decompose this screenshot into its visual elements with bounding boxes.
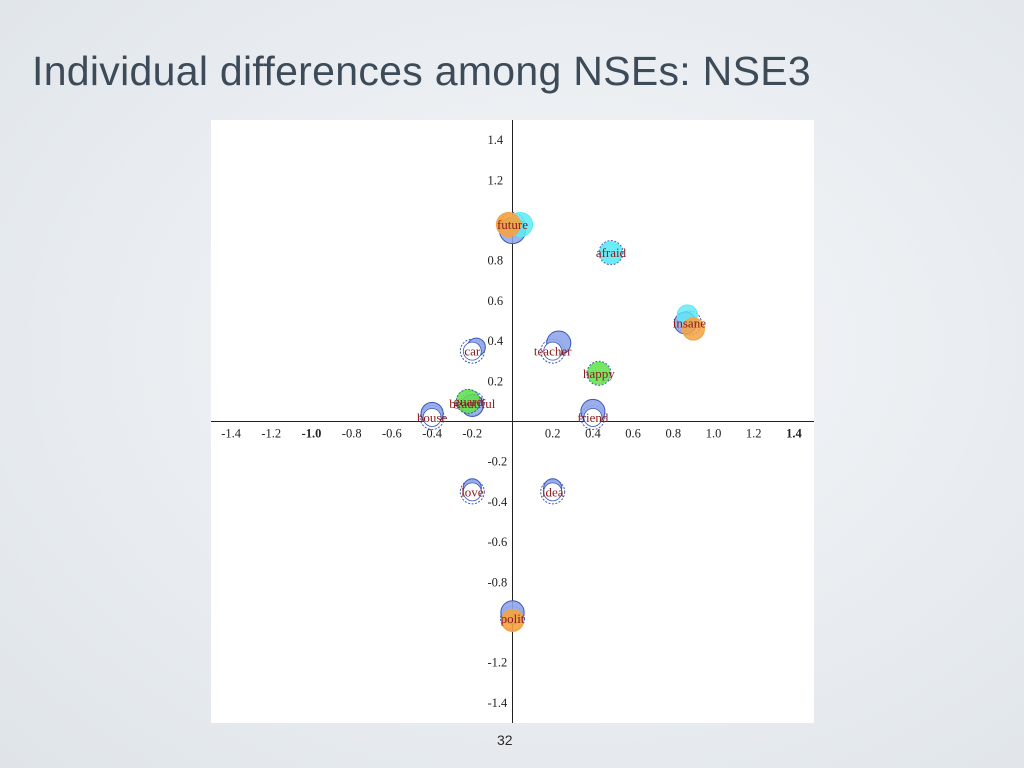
data-point-idea: idea: [540, 478, 566, 505]
word-label: love: [461, 484, 484, 499]
word-label: house: [417, 410, 448, 425]
x-tick-label: 1.0: [706, 427, 722, 441]
slide-title: Individual differences among NSEs: NSE3: [32, 48, 811, 94]
word-label: beautiful: [449, 396, 496, 411]
x-tick-label: 0.4: [585, 427, 601, 441]
data-point-afraid: afraid: [596, 240, 627, 266]
tick-labels: -1.4 -1.2 -1.0 -0.8 -0.6 -0.4 -0.2 0.2 0.4 0.6 0.8…: [221, 133, 802, 710]
x-tick-label: 0.8: [665, 427, 681, 441]
scatter-plot-panel: future afraid insane car teacher happy beautif…: [211, 120, 814, 723]
chart-marks: future afraid insane car teacher happy beautif…: [417, 211, 706, 633]
y-tick-label: -1.2: [488, 656, 508, 670]
point-outline: [455, 388, 481, 414]
y-tick-label: 0.4: [488, 334, 504, 348]
cyan-blob: [599, 241, 623, 265]
x-tick-label: -0.6: [382, 427, 402, 441]
y-tick-label: 1.4: [488, 133, 504, 147]
data-point-friend: friend: [577, 398, 609, 430]
data-point-happy: happy: [583, 360, 615, 386]
word-label: guard: [453, 394, 483, 409]
axes: [211, 120, 814, 723]
y-tick-label: 0.2: [488, 374, 504, 388]
data-point-insane: insane: [673, 304, 706, 341]
word-label: insane: [673, 316, 706, 331]
scatter-plot: future afraid insane car teacher happy beautif…: [211, 120, 814, 723]
x-tick-label: -0.2: [462, 427, 482, 441]
word-label: car: [464, 344, 481, 359]
word-label: teacher: [534, 344, 572, 359]
x-tick-label: -0.4: [422, 427, 443, 441]
x-tick-label: -1.0: [302, 427, 322, 441]
point-outline: [586, 360, 612, 386]
data-point-house: house: [417, 401, 448, 430]
point-core: [462, 341, 482, 361]
page-number: 32: [497, 732, 513, 748]
x-tick-label: -0.8: [342, 427, 362, 441]
point-core: [543, 341, 563, 361]
data-point-polite: polit: [500, 600, 525, 633]
point-core: [543, 482, 563, 502]
data-point-teacher: teacher: [534, 330, 572, 364]
data-point-car: car: [459, 337, 486, 364]
y-tick-label: -0.8: [488, 575, 508, 589]
y-tick-label: 0.8: [488, 254, 504, 268]
word-label: afraid: [596, 245, 627, 260]
y-tick-label: -0.2: [488, 455, 508, 469]
y-tick-label: -0.6: [488, 535, 508, 549]
x-tick-label: 1.4: [786, 427, 802, 441]
word-label: idea: [542, 484, 564, 499]
word-label: happy: [583, 366, 615, 381]
orange-blob: [681, 317, 705, 341]
y-tick-label: 1.2: [488, 173, 504, 187]
orange-blob: [500, 608, 525, 633]
x-tick-label: 1.2: [746, 427, 762, 441]
point-core: [422, 408, 442, 427]
data-point-love: love: [459, 478, 485, 505]
word-label: future: [497, 217, 528, 232]
data-point-guard: guard: [453, 388, 484, 414]
point-core: [583, 408, 603, 427]
orange-blob: [495, 211, 522, 238]
y-tick-label: 0.6: [488, 294, 504, 308]
word-label: polit: [501, 611, 525, 626]
y-tick-label: -1.4: [488, 696, 509, 710]
data-point-future: future: [495, 211, 534, 245]
point-core: [462, 482, 482, 502]
x-tick-label: 0.6: [625, 427, 641, 441]
point-outline: [598, 240, 624, 266]
green-blob: [587, 361, 611, 385]
x-tick-label: -1.2: [261, 427, 281, 441]
word-label: friend: [577, 410, 609, 425]
x-tick-label: -1.4: [221, 427, 242, 441]
y-tick-label: -0.4: [488, 495, 509, 509]
x-tick-label: 0.2: [545, 427, 561, 441]
